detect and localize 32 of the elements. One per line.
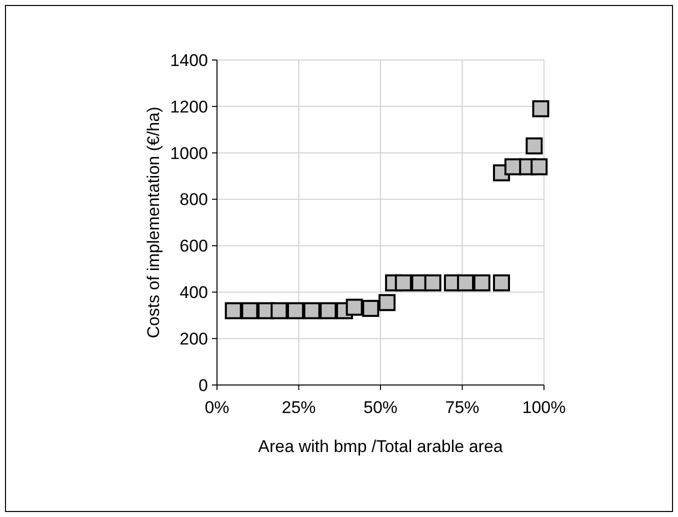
- x-tick-label: 75%: [445, 398, 480, 417]
- y-tick-label: 1000: [170, 144, 208, 163]
- point: [286, 302, 304, 320]
- point: [241, 302, 258, 320]
- point: [320, 302, 337, 320]
- x-tick-label: 25%: [282, 398, 316, 417]
- point: [303, 302, 320, 320]
- y-axis-title: Costs of implementation (€/ha): [144, 106, 163, 338]
- y-tick-label: 600: [180, 236, 208, 256]
- y-tick-label: 1200: [170, 97, 208, 116]
- point: [346, 298, 363, 316]
- y-tick-label: 400: [180, 283, 208, 302]
- x-tick-label: 100%: [522, 398, 566, 417]
- y-tick-label: 1400: [170, 50, 208, 70]
- point: [473, 274, 490, 292]
- point: [362, 300, 380, 317]
- point: [526, 137, 543, 154]
- point: [378, 294, 396, 312]
- x-axis-title: Area with bmp /Total arable area: [258, 437, 504, 456]
- point: [394, 274, 412, 292]
- x-tick-label: 0%: [204, 398, 230, 417]
- y-tick-label: 0: [198, 376, 208, 395]
- point: [270, 302, 288, 320]
- x-tick-label: 50%: [363, 398, 398, 417]
- point: [530, 158, 548, 176]
- point: [457, 274, 474, 292]
- point: [492, 274, 510, 292]
- y-tick-label: 800: [180, 190, 208, 210]
- point: [224, 302, 242, 320]
- point: [532, 100, 550, 118]
- point: [424, 274, 442, 292]
- y-tick-label: 200: [180, 330, 208, 349]
